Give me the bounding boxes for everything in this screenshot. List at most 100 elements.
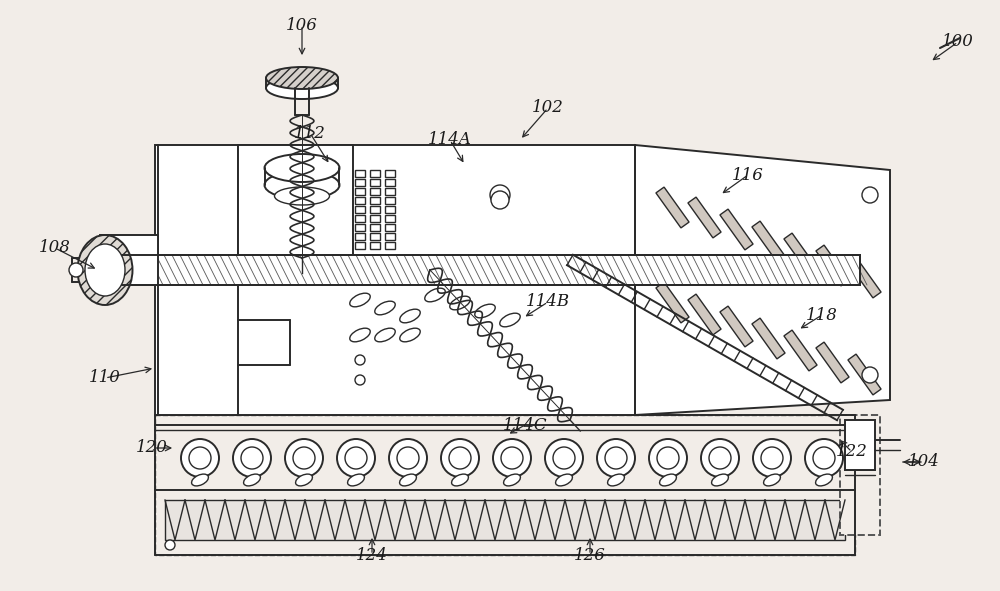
Polygon shape <box>688 294 721 335</box>
Bar <box>100 235 158 285</box>
Bar <box>355 170 365 177</box>
Circle shape <box>508 476 516 484</box>
Circle shape <box>493 439 531 477</box>
Circle shape <box>165 540 175 550</box>
Bar <box>355 206 365 213</box>
Polygon shape <box>720 209 753 250</box>
Text: 114A: 114A <box>428 132 472 148</box>
Polygon shape <box>752 318 785 359</box>
Circle shape <box>649 439 687 477</box>
Circle shape <box>449 447 471 469</box>
Circle shape <box>233 439 271 477</box>
Circle shape <box>345 447 367 469</box>
Circle shape <box>337 439 375 477</box>
Ellipse shape <box>608 474 624 486</box>
Text: 102: 102 <box>532 99 564 116</box>
Circle shape <box>181 439 219 477</box>
Ellipse shape <box>266 67 338 89</box>
Ellipse shape <box>816 474 832 486</box>
Bar <box>355 197 365 204</box>
Circle shape <box>709 447 731 469</box>
Bar <box>355 188 365 195</box>
Text: 116: 116 <box>732 167 764 183</box>
Ellipse shape <box>712 474 728 486</box>
Ellipse shape <box>450 296 470 310</box>
Circle shape <box>389 439 427 477</box>
Polygon shape <box>720 306 753 347</box>
Ellipse shape <box>375 328 395 342</box>
Circle shape <box>355 355 365 365</box>
Text: 110: 110 <box>89 369 121 387</box>
Circle shape <box>862 367 878 383</box>
Circle shape <box>612 476 620 484</box>
Bar <box>385 215 395 222</box>
Text: 114C: 114C <box>503 417 547 434</box>
Ellipse shape <box>348 474 364 486</box>
Ellipse shape <box>425 288 445 302</box>
Text: 106: 106 <box>286 17 318 34</box>
Text: 100: 100 <box>942 34 974 50</box>
Text: 124: 124 <box>356 547 388 563</box>
Circle shape <box>189 447 211 469</box>
Circle shape <box>69 263 83 277</box>
Ellipse shape <box>85 244 125 296</box>
Bar <box>155 145 635 415</box>
Circle shape <box>805 439 843 477</box>
Ellipse shape <box>350 328 370 342</box>
Ellipse shape <box>764 474 780 486</box>
Circle shape <box>397 447 419 469</box>
Polygon shape <box>848 257 881 298</box>
Ellipse shape <box>350 293 370 307</box>
Bar <box>385 242 395 249</box>
Text: 122: 122 <box>836 443 868 460</box>
Circle shape <box>404 476 412 484</box>
Circle shape <box>597 439 635 477</box>
Bar <box>370 179 380 186</box>
Polygon shape <box>656 282 689 323</box>
Circle shape <box>701 439 739 477</box>
Ellipse shape <box>400 309 420 323</box>
Ellipse shape <box>500 313 520 327</box>
Text: 112: 112 <box>294 125 326 141</box>
Circle shape <box>553 447 575 469</box>
Circle shape <box>605 447 627 469</box>
Ellipse shape <box>274 187 330 205</box>
Bar <box>385 170 395 177</box>
Circle shape <box>545 439 583 477</box>
Bar <box>840 415 880 535</box>
Ellipse shape <box>375 301 395 315</box>
Circle shape <box>761 447 783 469</box>
Bar <box>100 255 860 285</box>
Polygon shape <box>784 330 817 371</box>
Polygon shape <box>848 354 881 395</box>
Text: 114B: 114B <box>526 294 570 310</box>
Circle shape <box>813 447 835 469</box>
Bar <box>385 233 395 240</box>
Ellipse shape <box>78 235 132 305</box>
Circle shape <box>657 447 679 469</box>
Ellipse shape <box>504 474 520 486</box>
Circle shape <box>441 439 479 477</box>
Circle shape <box>820 476 828 484</box>
Bar <box>385 206 395 213</box>
Bar <box>100 255 860 285</box>
Ellipse shape <box>660 474 676 486</box>
Circle shape <box>285 439 323 477</box>
Circle shape <box>490 185 510 205</box>
Bar <box>370 242 380 249</box>
Bar <box>370 206 380 213</box>
Bar <box>385 179 395 186</box>
Ellipse shape <box>244 474 260 486</box>
Ellipse shape <box>296 474 312 486</box>
Bar <box>370 188 380 195</box>
Ellipse shape <box>266 77 338 99</box>
Bar <box>238 145 353 255</box>
Bar <box>370 197 380 204</box>
Bar <box>370 233 380 240</box>
Ellipse shape <box>400 328 420 342</box>
Polygon shape <box>635 145 890 415</box>
Bar <box>355 233 365 240</box>
Bar <box>355 179 365 186</box>
Polygon shape <box>816 342 849 383</box>
Text: 118: 118 <box>806 307 838 323</box>
